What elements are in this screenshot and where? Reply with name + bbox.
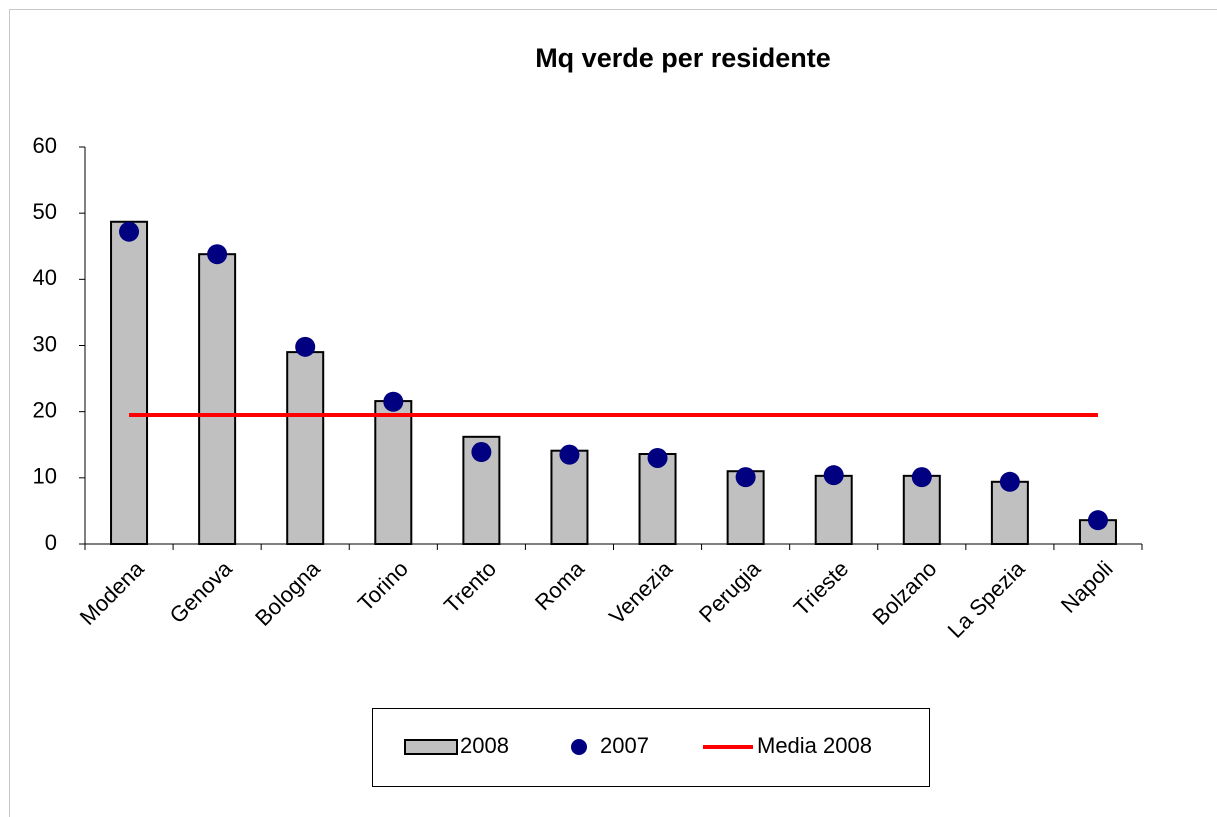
legend-box [372,708,930,787]
x-tick-label: Trieste [789,556,854,621]
x-tick-label: Modena [75,555,149,629]
point [735,467,756,488]
y-tick-label: 0 [45,530,57,555]
point [823,465,844,486]
x-tick-label: Roma [530,555,590,615]
point [383,391,404,412]
point [119,221,140,242]
x-tick-label: Trento [439,556,501,618]
bar [110,220,149,545]
bar [814,474,853,545]
bar [638,453,677,545]
x-tick-label: Napoli [1056,556,1118,618]
point [471,442,492,463]
x-tick-label: Bolzano [868,556,942,630]
bar [550,449,589,545]
y-tick-label: 60 [33,133,57,158]
bar [374,400,413,545]
legend-label: 2008 [460,733,509,758]
legend-swatch [571,739,587,755]
y-tick-label: 20 [33,397,57,422]
x-tick-label: La Spezia [943,555,1030,642]
legend-label: 2007 [600,733,649,758]
bar [286,351,325,545]
x-tick-label: Bologna [250,555,325,630]
bar [902,474,941,545]
x-tick-label: Venezia [604,555,678,629]
x-tick-label: Torino [353,556,413,616]
point [295,336,316,357]
point [647,447,668,468]
point [1087,510,1108,531]
point [559,444,580,465]
x-tick-label: Genova [165,555,238,628]
point [207,244,228,265]
y-tick-label: 40 [33,265,57,290]
legend-swatch [404,739,458,755]
y-tick-label: 10 [33,464,57,489]
bar [198,253,237,545]
point [911,467,932,488]
y-tick-label: 50 [33,199,57,224]
legend-label: Media 2008 [757,733,872,758]
chart-frame [9,9,1217,817]
bar [990,480,1029,546]
point [999,471,1020,492]
x-tick-label: Perugia [694,555,766,627]
y-tick-label: 30 [33,331,57,356]
chart-title: Mq verde per residente [535,43,831,73]
